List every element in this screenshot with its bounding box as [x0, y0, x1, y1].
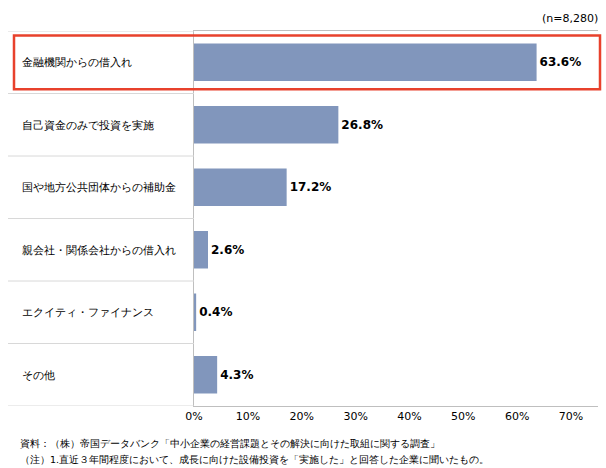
svg-text:2.6%: 2.6%	[211, 243, 244, 257]
svg-text:26.8%: 26.8%	[341, 118, 383, 132]
svg-text:20%: 20%	[290, 410, 314, 423]
svg-text:その他: その他	[22, 369, 55, 381]
svg-text:4.3%: 4.3%	[220, 368, 253, 382]
svg-text:（注）1.直近３年間程度において、成長に向けた設備投資を「実: （注）1.直近３年間程度において、成長に向けた設備投資を「実施した」と回答した企…	[20, 454, 489, 465]
svg-text:10%: 10%	[236, 410, 260, 423]
svg-text:63.6%: 63.6%	[540, 55, 582, 69]
svg-text:金融機関からの借入れ: 金融機関からの借入れ	[22, 56, 132, 68]
svg-text:50%: 50%	[451, 410, 475, 423]
svg-text:国や地方公共団体からの補助金: 国や地方公共団体からの補助金	[22, 181, 176, 193]
svg-text:0.4%: 0.4%	[199, 305, 232, 319]
svg-text:(n=8,280): (n=8,280)	[542, 12, 598, 25]
svg-text:40%: 40%	[397, 410, 421, 423]
svg-text:17.2%: 17.2%	[290, 180, 332, 194]
svg-text:0%: 0%	[185, 410, 202, 423]
svg-text:エクイティ・ファイナンス: エクイティ・ファイナンス	[22, 306, 154, 318]
svg-text:70%: 70%	[559, 410, 583, 423]
svg-text:資料：（株）帝国データバンク「中小企業の経営課題とその解決に: 資料：（株）帝国データバンク「中小企業の経営課題とその解決に向けた取組に関する調…	[20, 438, 440, 449]
svg-text:30%: 30%	[343, 410, 367, 423]
svg-text:60%: 60%	[505, 410, 529, 423]
svg-text:親会社・関係会社からの借入れ: 親会社・関係会社からの借入れ	[22, 244, 176, 256]
svg-text:自己資金のみで投資を実施: 自己資金のみで投資を実施	[22, 119, 154, 131]
